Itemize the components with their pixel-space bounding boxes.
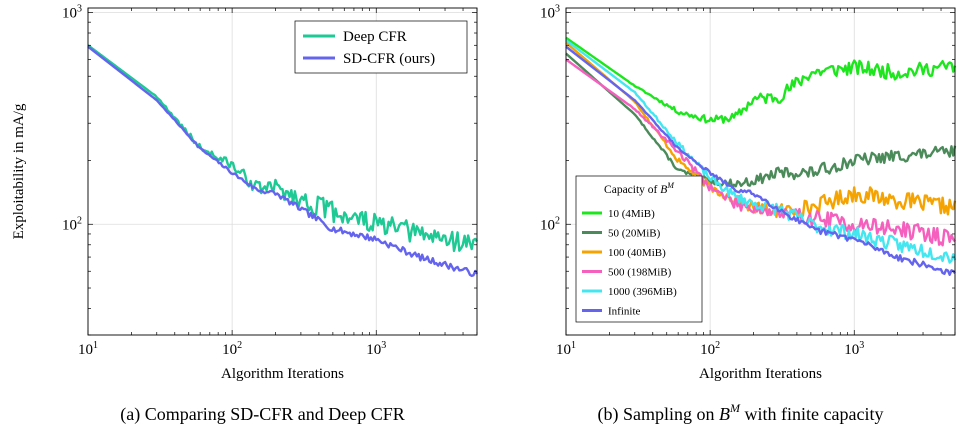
legend-box <box>575 175 703 323</box>
y-tick-label: 102 <box>540 215 560 233</box>
x-axis-label: Algorithm Iterations <box>221 366 344 382</box>
ticks <box>565 8 956 336</box>
series-line-2 <box>565 52 957 189</box>
legend: Deep CFR SD-CFR (ours) <box>294 20 468 74</box>
series-line-1 <box>87 44 478 253</box>
x-tick-label: 101 <box>556 340 576 358</box>
series-line-6 <box>565 45 956 276</box>
legend-entry-label: SD-CFR (ours) <box>343 51 435 67</box>
series-line-4 <box>565 58 956 247</box>
subfigure-caption: (a) Comparing SD-CFR and Deep CFR <box>120 404 404 425</box>
x-axis-label: Algorithm Iterations <box>699 366 822 382</box>
legend: Capacity of BM 10 (4MiB) 50 (20MiB) 100 (40… <box>575 175 703 323</box>
plot-frame <box>565 7 956 336</box>
series-group <box>87 44 479 278</box>
legend-entry-label: 1000 (396MiB) <box>608 286 677 298</box>
y-tick-label: 103 <box>540 3 560 21</box>
legend-entry-label: 500 (198MiB) <box>608 267 672 279</box>
x-tick-label: 101 <box>78 340 98 358</box>
chart-panel-a: 101 102 103 102 103 Algorithm Iterations Explo… <box>11 3 479 425</box>
legend-box <box>294 20 468 74</box>
plot-frame <box>87 7 478 336</box>
series-line-1 <box>565 36 957 124</box>
legend-entry-label: 100 (40MiB) <box>608 247 666 259</box>
chart-panel-b: 101 102 103 102 103 Algorithm Iterations (b) S… <box>540 3 957 425</box>
legend-entry-label: Deep CFR <box>343 29 407 45</box>
x-tick-label: 103 <box>366 340 386 358</box>
x-tick-label: 102 <box>222 340 242 358</box>
x-tick-label: 103 <box>844 340 864 358</box>
ticks <box>87 8 478 336</box>
subfigure-caption: (b) Sampling on BM with finite capacity <box>598 401 884 425</box>
series-line-5 <box>565 39 957 264</box>
legend-entry-label: 50 (20MiB) <box>608 228 661 240</box>
y-tick-label: 103 <box>62 3 82 21</box>
y-tick-label: 102 <box>62 215 82 233</box>
legend-entry-label: 10 (4MiB) <box>608 208 655 220</box>
legend-title: Capacity of BM <box>604 181 675 196</box>
series-group <box>565 36 957 276</box>
legend-entry-label: Infinite <box>608 306 640 318</box>
series-line-2 <box>87 45 479 278</box>
y-axis-label: Exploitability in mA/g <box>11 103 27 239</box>
x-tick-label: 102 <box>700 340 720 358</box>
